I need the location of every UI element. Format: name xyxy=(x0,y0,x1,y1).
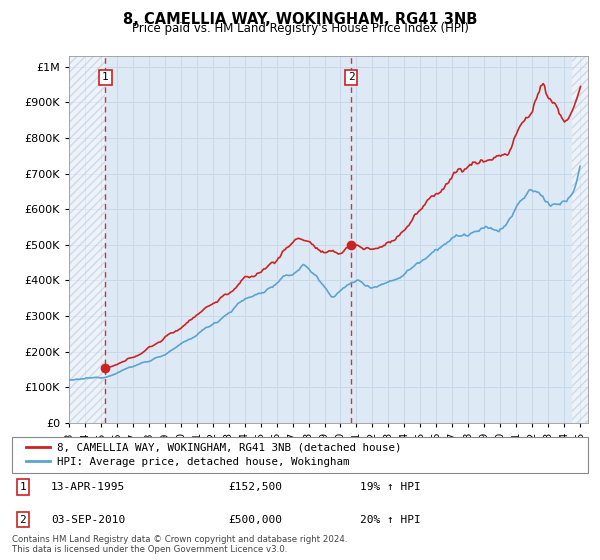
Text: 20% ↑ HPI: 20% ↑ HPI xyxy=(360,515,421,525)
Text: 2: 2 xyxy=(19,515,26,525)
Text: Contains HM Land Registry data © Crown copyright and database right 2024.
This d: Contains HM Land Registry data © Crown c… xyxy=(12,535,347,554)
Text: Price paid vs. HM Land Registry's House Price Index (HPI): Price paid vs. HM Land Registry's House … xyxy=(131,22,469,35)
Text: 1: 1 xyxy=(102,72,109,82)
Text: 2: 2 xyxy=(348,72,355,82)
Text: 19% ↑ HPI: 19% ↑ HPI xyxy=(360,482,421,492)
Text: 1: 1 xyxy=(19,482,26,492)
Legend: 8, CAMELLIA WAY, WOKINGHAM, RG41 3NB (detached house), HPI: Average price, detac: 8, CAMELLIA WAY, WOKINGHAM, RG41 3NB (de… xyxy=(23,440,404,470)
FancyBboxPatch shape xyxy=(12,437,588,473)
Bar xyxy=(69,56,106,423)
Text: £152,500: £152,500 xyxy=(228,482,282,492)
Text: 03-SEP-2010: 03-SEP-2010 xyxy=(51,515,125,525)
Text: 13-APR-1995: 13-APR-1995 xyxy=(51,482,125,492)
Text: £500,000: £500,000 xyxy=(228,515,282,525)
Text: 8, CAMELLIA WAY, WOKINGHAM, RG41 3NB: 8, CAMELLIA WAY, WOKINGHAM, RG41 3NB xyxy=(123,12,477,27)
Bar xyxy=(572,56,588,423)
